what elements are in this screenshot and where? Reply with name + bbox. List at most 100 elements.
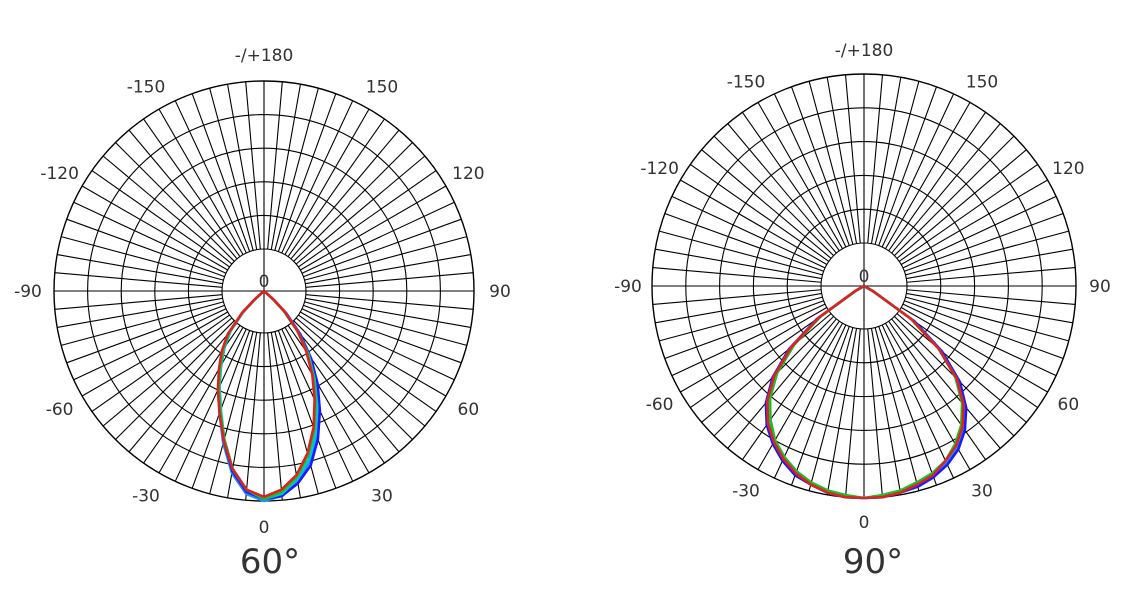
grid-spoke (274, 331, 319, 494)
grid-spoke (277, 330, 337, 489)
grid-spoke (245, 332, 261, 501)
grid-spoke (896, 149, 1027, 259)
angle-tick-label: -90 (614, 277, 642, 297)
grid-spoke (713, 135, 834, 256)
grid-spoke (304, 236, 467, 281)
grid-spoke (905, 296, 1069, 342)
angle-tick-label: 60 (458, 400, 480, 420)
grid-spoke (902, 303, 1057, 377)
grid-spoke (659, 296, 823, 342)
grid-spoke (91, 170, 230, 268)
grid-spoke (54, 294, 223, 310)
center-label: 0 (259, 272, 270, 292)
grid-spoke (664, 212, 824, 272)
grid-spoke (174, 100, 247, 254)
grid-spoke (290, 322, 400, 453)
grid-ring (87, 114, 441, 468)
grid-spoke (277, 93, 337, 252)
grid-spoke (888, 320, 987, 460)
grid-spoke (115, 142, 235, 262)
grid-spoke (904, 300, 1064, 360)
grid-spoke (300, 185, 447, 271)
grid-spoke (655, 248, 822, 280)
grid-spoke (878, 326, 938, 486)
grid-spoke (659, 230, 823, 276)
grid-spoke (293, 142, 413, 262)
chart-caption: 90° (843, 542, 903, 582)
grid-spoke (906, 248, 1073, 280)
grid-spoke (655, 292, 822, 324)
chart-caption: 60° (240, 542, 300, 582)
angle-tick-label: -150 (727, 73, 766, 93)
grid-spoke (844, 328, 861, 498)
grid-spoke (298, 314, 437, 412)
grid-spoke (115, 320, 235, 440)
polar-chart-right: -/+180 -150 150 -120 120 -90 90 -60 60 -30 30 0 0 90° (614, 41, 1111, 582)
series-line-4 (216, 290, 316, 499)
grid-spoke (727, 318, 837, 449)
grid-spoke (295, 317, 426, 427)
series-line-4 (765, 284, 965, 500)
grid-spoke (61, 236, 224, 281)
angle-tick-label: 150 (366, 78, 398, 98)
angle-tick-label: 30 (371, 486, 393, 506)
angle-tick-label: 120 (452, 164, 484, 184)
grid-spoke (305, 294, 474, 310)
angle-tick-label: 60 (1058, 395, 1080, 415)
grid-spoke (274, 88, 319, 251)
grid-spoke (870, 328, 902, 495)
grid-spoke (191, 93, 251, 252)
polar-grid (53, 80, 475, 502)
grid-spoke (652, 289, 822, 306)
grid-spoke (671, 303, 826, 377)
grid-ring (719, 141, 1009, 431)
grid-ring (752, 174, 976, 398)
grid-spoke (226, 84, 258, 250)
grid-spoke (158, 108, 244, 255)
grid-spoke (900, 307, 1048, 393)
grid-spoke (304, 301, 467, 346)
grid-ring (187, 214, 341, 368)
grid-spoke (267, 81, 283, 250)
grid-spoke (287, 325, 385, 464)
grid-spoke (891, 318, 1001, 449)
grid-ring (685, 107, 1043, 465)
grid-spoke (870, 77, 902, 244)
grid-spoke (867, 74, 884, 244)
grid-spoke (57, 253, 223, 285)
grid-spoke (81, 311, 228, 397)
grid-spoke (102, 155, 233, 265)
grid-spoke (298, 170, 437, 268)
grid-spoke (826, 328, 858, 495)
grid-spoke (652, 266, 822, 283)
grid-ring (120, 147, 408, 435)
angle-tick-label: -120 (640, 159, 679, 179)
angle-tick-label: -120 (40, 164, 79, 184)
grid-spoke (898, 163, 1038, 262)
grid-spoke (904, 212, 1064, 272)
grid-spoke (81, 185, 228, 271)
grid-spoke (808, 327, 854, 491)
grid-spoke (57, 297, 223, 329)
grid-spoke (881, 324, 955, 479)
polar-chart-left: -/+180 -150 150 -120 120 -90 90 -60 60 -30 30 0 0 60° (14, 46, 511, 582)
grid-spoke (906, 289, 1076, 306)
grid-spoke (66, 218, 225, 278)
grid-spoke (664, 300, 824, 360)
grid-spoke (267, 332, 283, 501)
grid-spoke (790, 326, 850, 486)
grid-ring (786, 208, 942, 364)
grid-spoke (73, 308, 227, 381)
series-group (216, 290, 322, 503)
angle-tick-label: -60 (646, 395, 674, 415)
grid-spoke (66, 304, 225, 364)
angle-tick-label: 120 (1052, 159, 1084, 179)
grid-spoke (270, 84, 302, 250)
grid-spoke (757, 102, 843, 250)
angle-tick-label: 90 (1089, 277, 1111, 297)
grid-spoke (671, 195, 826, 269)
grid-spoke (270, 332, 302, 498)
grid-spoke (301, 308, 455, 381)
grid-spoke (245, 81, 261, 250)
